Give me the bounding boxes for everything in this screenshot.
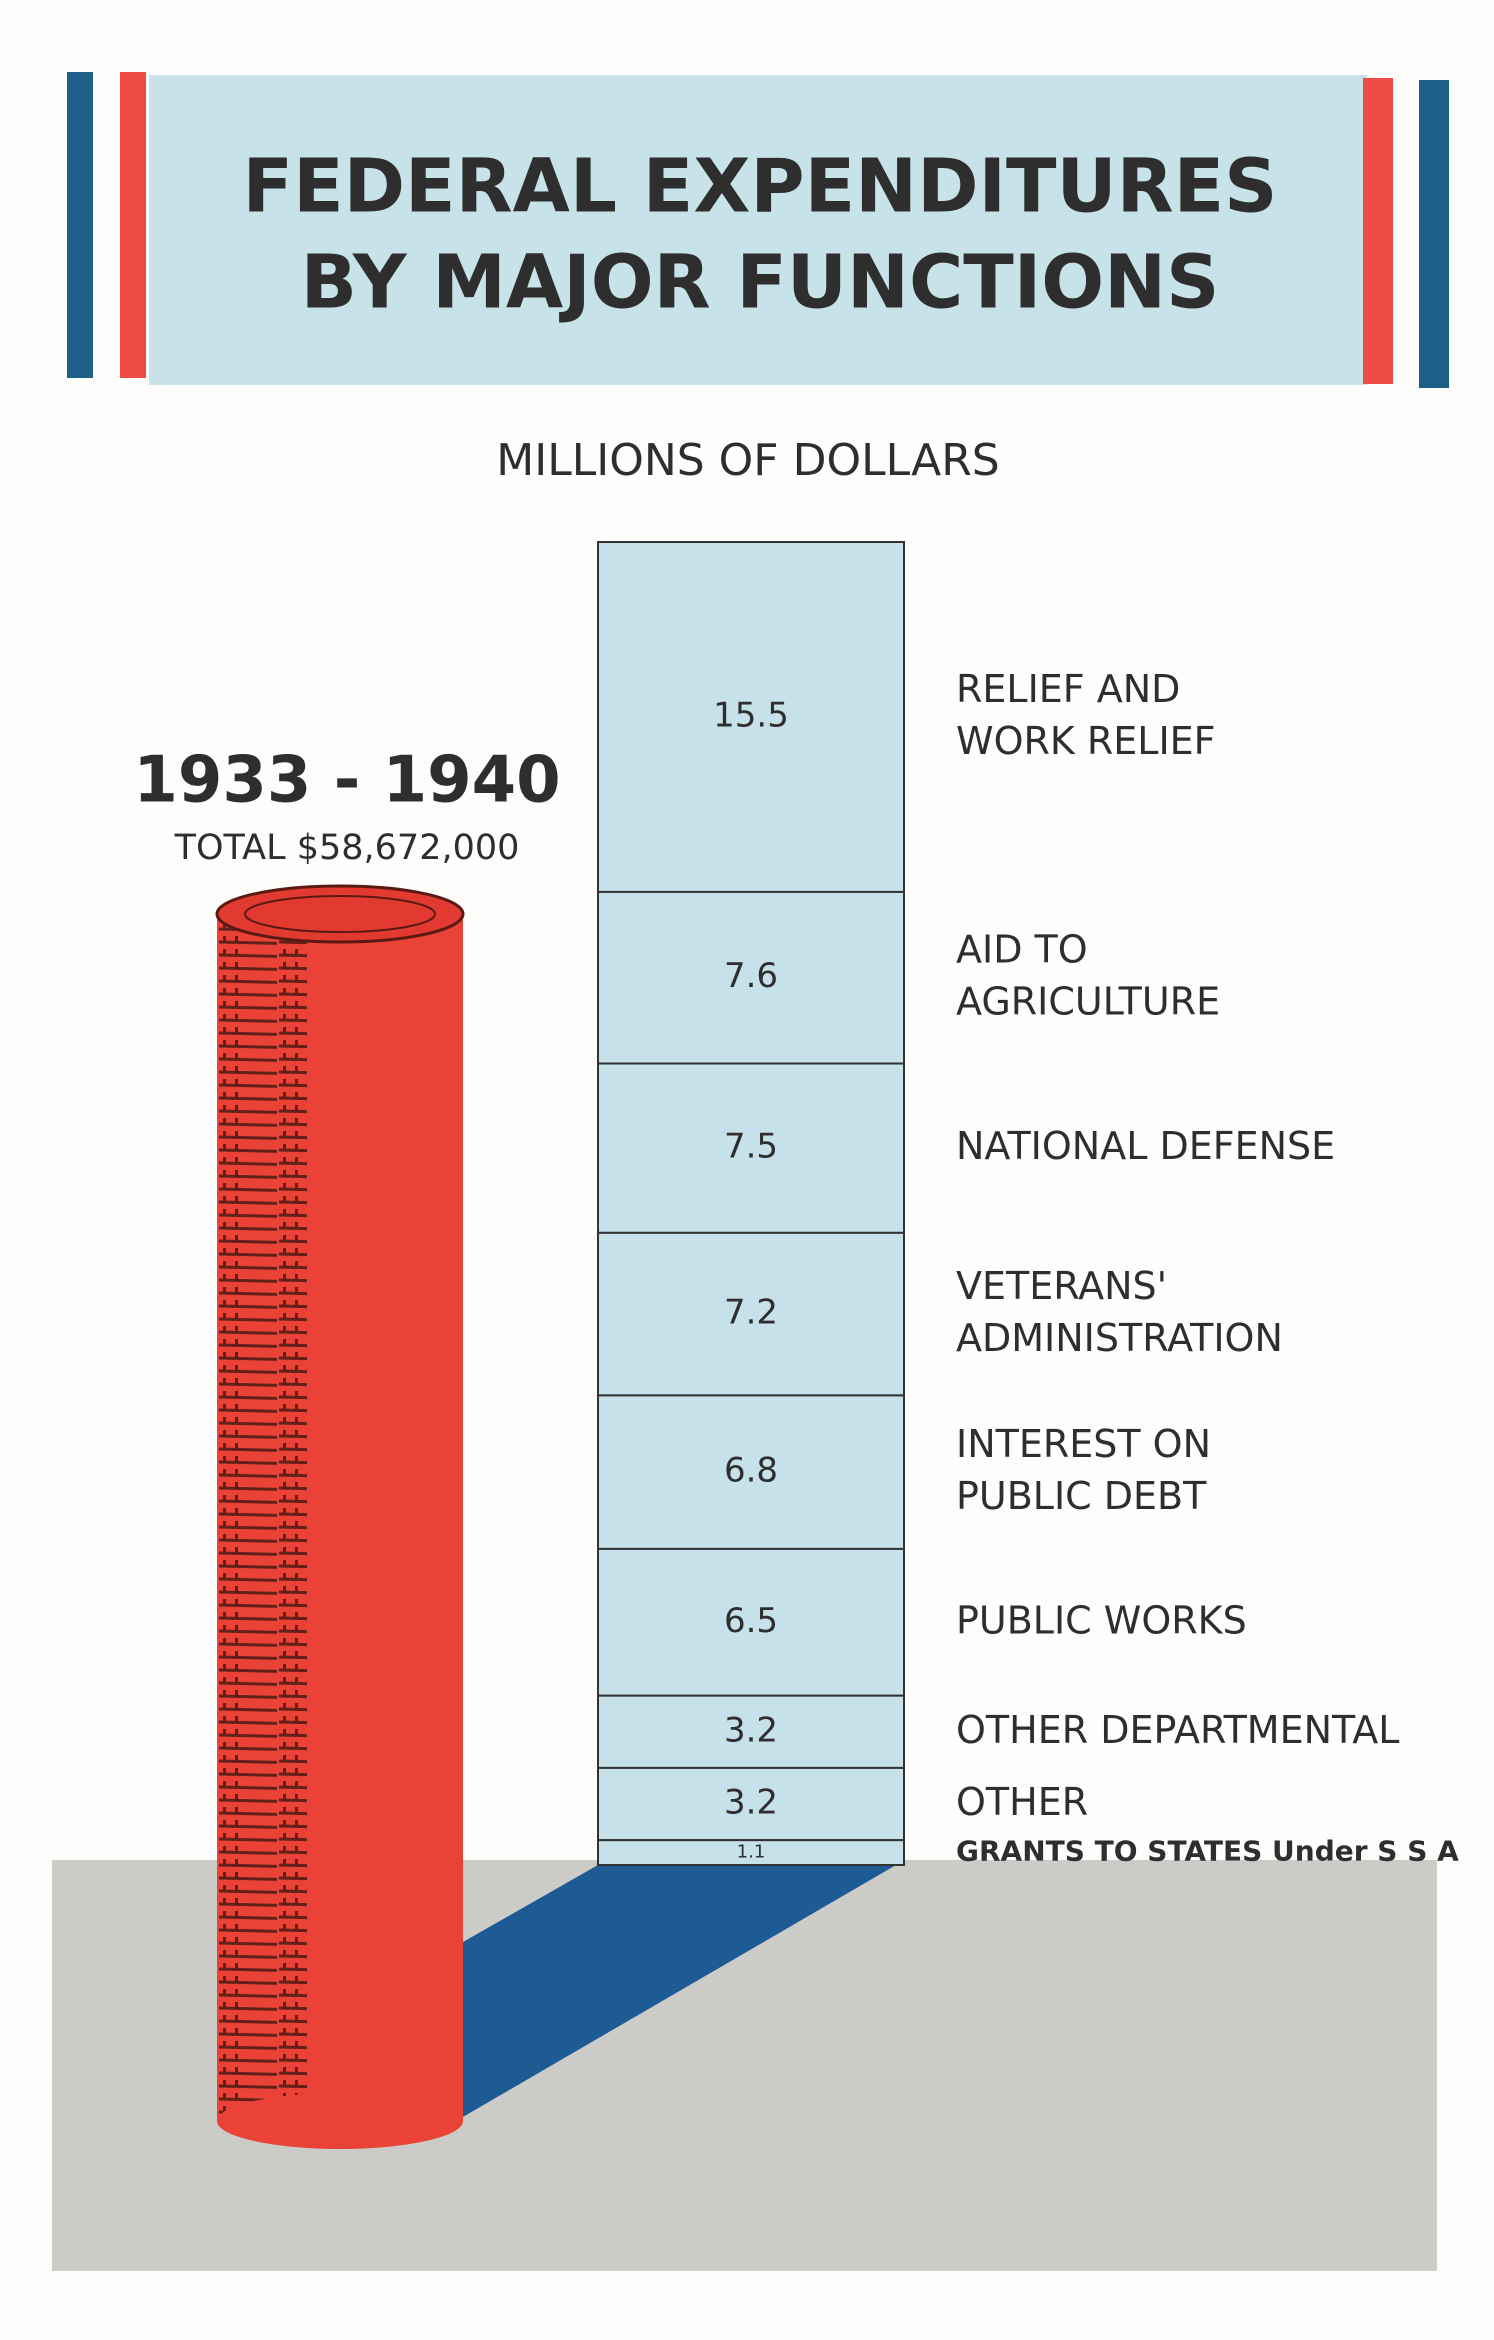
period-label: 1933 - 1940 xyxy=(133,744,560,818)
coin-stack xyxy=(215,884,465,2149)
category-label: GRANTS TO STATES Under S S A xyxy=(956,1835,1459,1868)
category-line: NATIONAL DEFENSE xyxy=(956,1124,1335,1168)
chart-title: BY MAJOR FUNCTIONS xyxy=(301,240,1220,326)
chart-title: FEDERAL EXPENDITURES xyxy=(243,144,1278,230)
category-line: GRANTS TO STATES Under S S A xyxy=(956,1835,1459,1868)
category-label: OTHER xyxy=(956,1780,1088,1824)
total-label: TOTAL $58,672,000 xyxy=(174,828,520,868)
category-line: ADMINISTRATION xyxy=(956,1316,1283,1360)
stripe xyxy=(67,72,93,378)
category-line: OTHER DEPARTMENTAL xyxy=(956,1707,1399,1751)
category-label: RELIEF AND WORK RELIEF xyxy=(956,666,1216,762)
banner xyxy=(149,75,1367,385)
value-label: 7.6 xyxy=(724,956,778,996)
stripe xyxy=(120,72,146,378)
category-line: PUBLIC WORKS xyxy=(956,1598,1247,1642)
segment xyxy=(597,1547,905,1697)
value-label: 7.5 xyxy=(724,1127,778,1167)
stripe xyxy=(1363,78,1393,384)
value-label: 3.2 xyxy=(724,1710,778,1750)
category-label: AID TO AGRICULTURE xyxy=(956,927,1220,1023)
value-label: 6.5 xyxy=(724,1601,778,1641)
chart-subtitle: MILLIONS OF DOLLARS xyxy=(496,435,1000,486)
category-label: VETERANS' ADMINISTRATION xyxy=(956,1264,1283,1360)
category-label: INTEREST ON PUBLIC DEBT xyxy=(956,1422,1211,1518)
category-line: INTEREST ON xyxy=(956,1422,1211,1466)
category-line: OTHER xyxy=(956,1780,1088,1824)
stripe xyxy=(1419,80,1449,388)
category-line: VETERANS' xyxy=(956,1264,1167,1308)
value-label: 3.2 xyxy=(724,1783,778,1823)
category-line: PUBLIC DEBT xyxy=(956,1474,1207,1518)
value-label: 6.8 xyxy=(724,1451,778,1491)
segment xyxy=(597,541,905,893)
segment xyxy=(597,1766,905,1842)
category-line: AGRICULTURE xyxy=(956,979,1220,1023)
category-label: PUBLIC WORKS xyxy=(956,1598,1247,1642)
value-label: 15.5 xyxy=(713,695,789,735)
segment xyxy=(597,1062,905,1234)
segment xyxy=(597,1839,905,1866)
category-label: OTHER DEPARTMENTAL xyxy=(956,1707,1399,1751)
shadow xyxy=(456,1865,896,2121)
category-line: WORK RELIEF xyxy=(956,718,1216,762)
value-label: 1.1 xyxy=(737,1842,766,1863)
segment xyxy=(597,1231,905,1397)
category-label: NATIONAL DEFENSE xyxy=(956,1124,1335,1168)
value-label: 7.2 xyxy=(724,1293,778,1333)
category-line: AID TO xyxy=(956,927,1088,971)
segment xyxy=(597,890,905,1065)
category-line: RELIEF AND xyxy=(956,666,1180,710)
